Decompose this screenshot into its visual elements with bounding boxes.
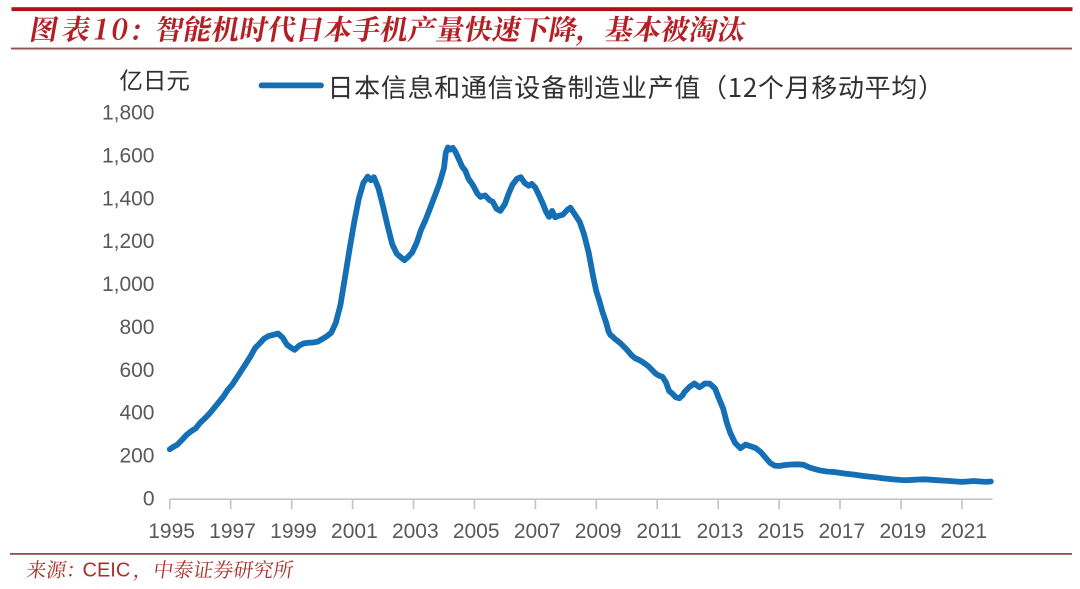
svg-text:400: 400 <box>119 402 154 425</box>
svg-text:2017: 2017 <box>818 520 865 543</box>
svg-text:1,000: 1,000 <box>102 273 155 296</box>
svg-text:1995: 1995 <box>148 520 195 543</box>
svg-text:1,600: 1,600 <box>102 144 155 167</box>
svg-text:2001: 2001 <box>331 520 378 543</box>
svg-text:600: 600 <box>119 359 154 382</box>
svg-text:1,800: 1,800 <box>102 102 155 125</box>
svg-text:2007: 2007 <box>514 520 561 543</box>
svg-text:2003: 2003 <box>392 520 439 543</box>
svg-text:1997: 1997 <box>209 520 256 543</box>
svg-text:2009: 2009 <box>575 520 622 543</box>
svg-text:0: 0 <box>143 488 155 511</box>
svg-text:CEIC: CEIC <box>83 560 131 582</box>
svg-text:800: 800 <box>119 316 154 339</box>
svg-text:2019: 2019 <box>879 520 926 543</box>
svg-text:2021: 2021 <box>940 520 987 543</box>
svg-text:200: 200 <box>119 445 154 468</box>
svg-text:1,400: 1,400 <box>102 187 155 210</box>
svg-text:2013: 2013 <box>697 520 744 543</box>
svg-text:1,200: 1,200 <box>102 230 155 253</box>
svg-text:1999: 1999 <box>270 520 317 543</box>
svg-text:2011: 2011 <box>636 520 681 543</box>
svg-text:2015: 2015 <box>758 520 805 543</box>
svg-text:2005: 2005 <box>453 520 500 543</box>
